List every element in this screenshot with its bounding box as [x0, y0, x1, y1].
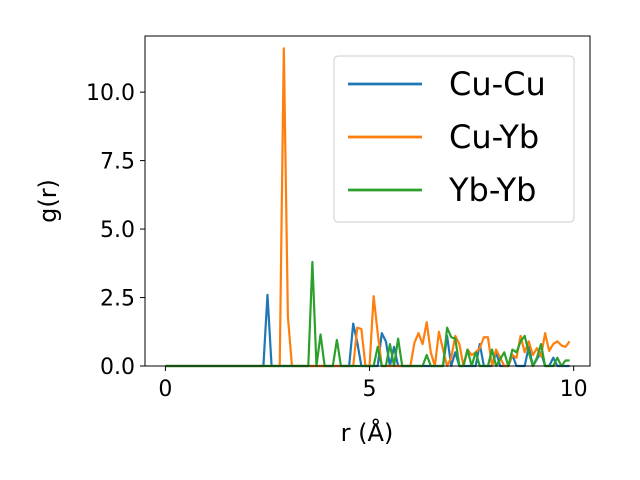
legend-label-1: Cu-Cu [449, 65, 546, 103]
x-axis-label: r (Å) [341, 418, 394, 447]
legend-label-3: Yb-Yb [448, 171, 536, 209]
plot-frame [144, 35, 591, 367]
x-tick-label: 10 [560, 377, 588, 402]
legend-entries: Cu-Cu Cu-Yb Yb-Yb [348, 65, 546, 209]
y-tick-label: 0.0 [100, 355, 135, 380]
y-tick-label: 10.0 [86, 81, 135, 106]
y-axis-label: g(r) [34, 179, 62, 223]
y-axis-ticks: 0.0 2.5 5.0 7.5 10.0 [86, 81, 145, 380]
x-axis-ticks: 0 5 10 [158, 366, 588, 402]
legend-label-2: Cu-Yb [449, 118, 539, 156]
series-line-3 [165, 260, 570, 368]
x-tick-label: 0 [158, 377, 172, 402]
y-tick-label: 5.0 [100, 218, 135, 243]
y-tick-label: 7.5 [100, 150, 135, 175]
legend: Cu-Cu Cu-Yb Yb-Yb [333, 55, 575, 223]
y-tick-label: 2.5 [100, 287, 135, 312]
legend-box [333, 55, 575, 223]
x-tick-label: 5 [363, 377, 377, 402]
series-line-1 [165, 293, 570, 368]
